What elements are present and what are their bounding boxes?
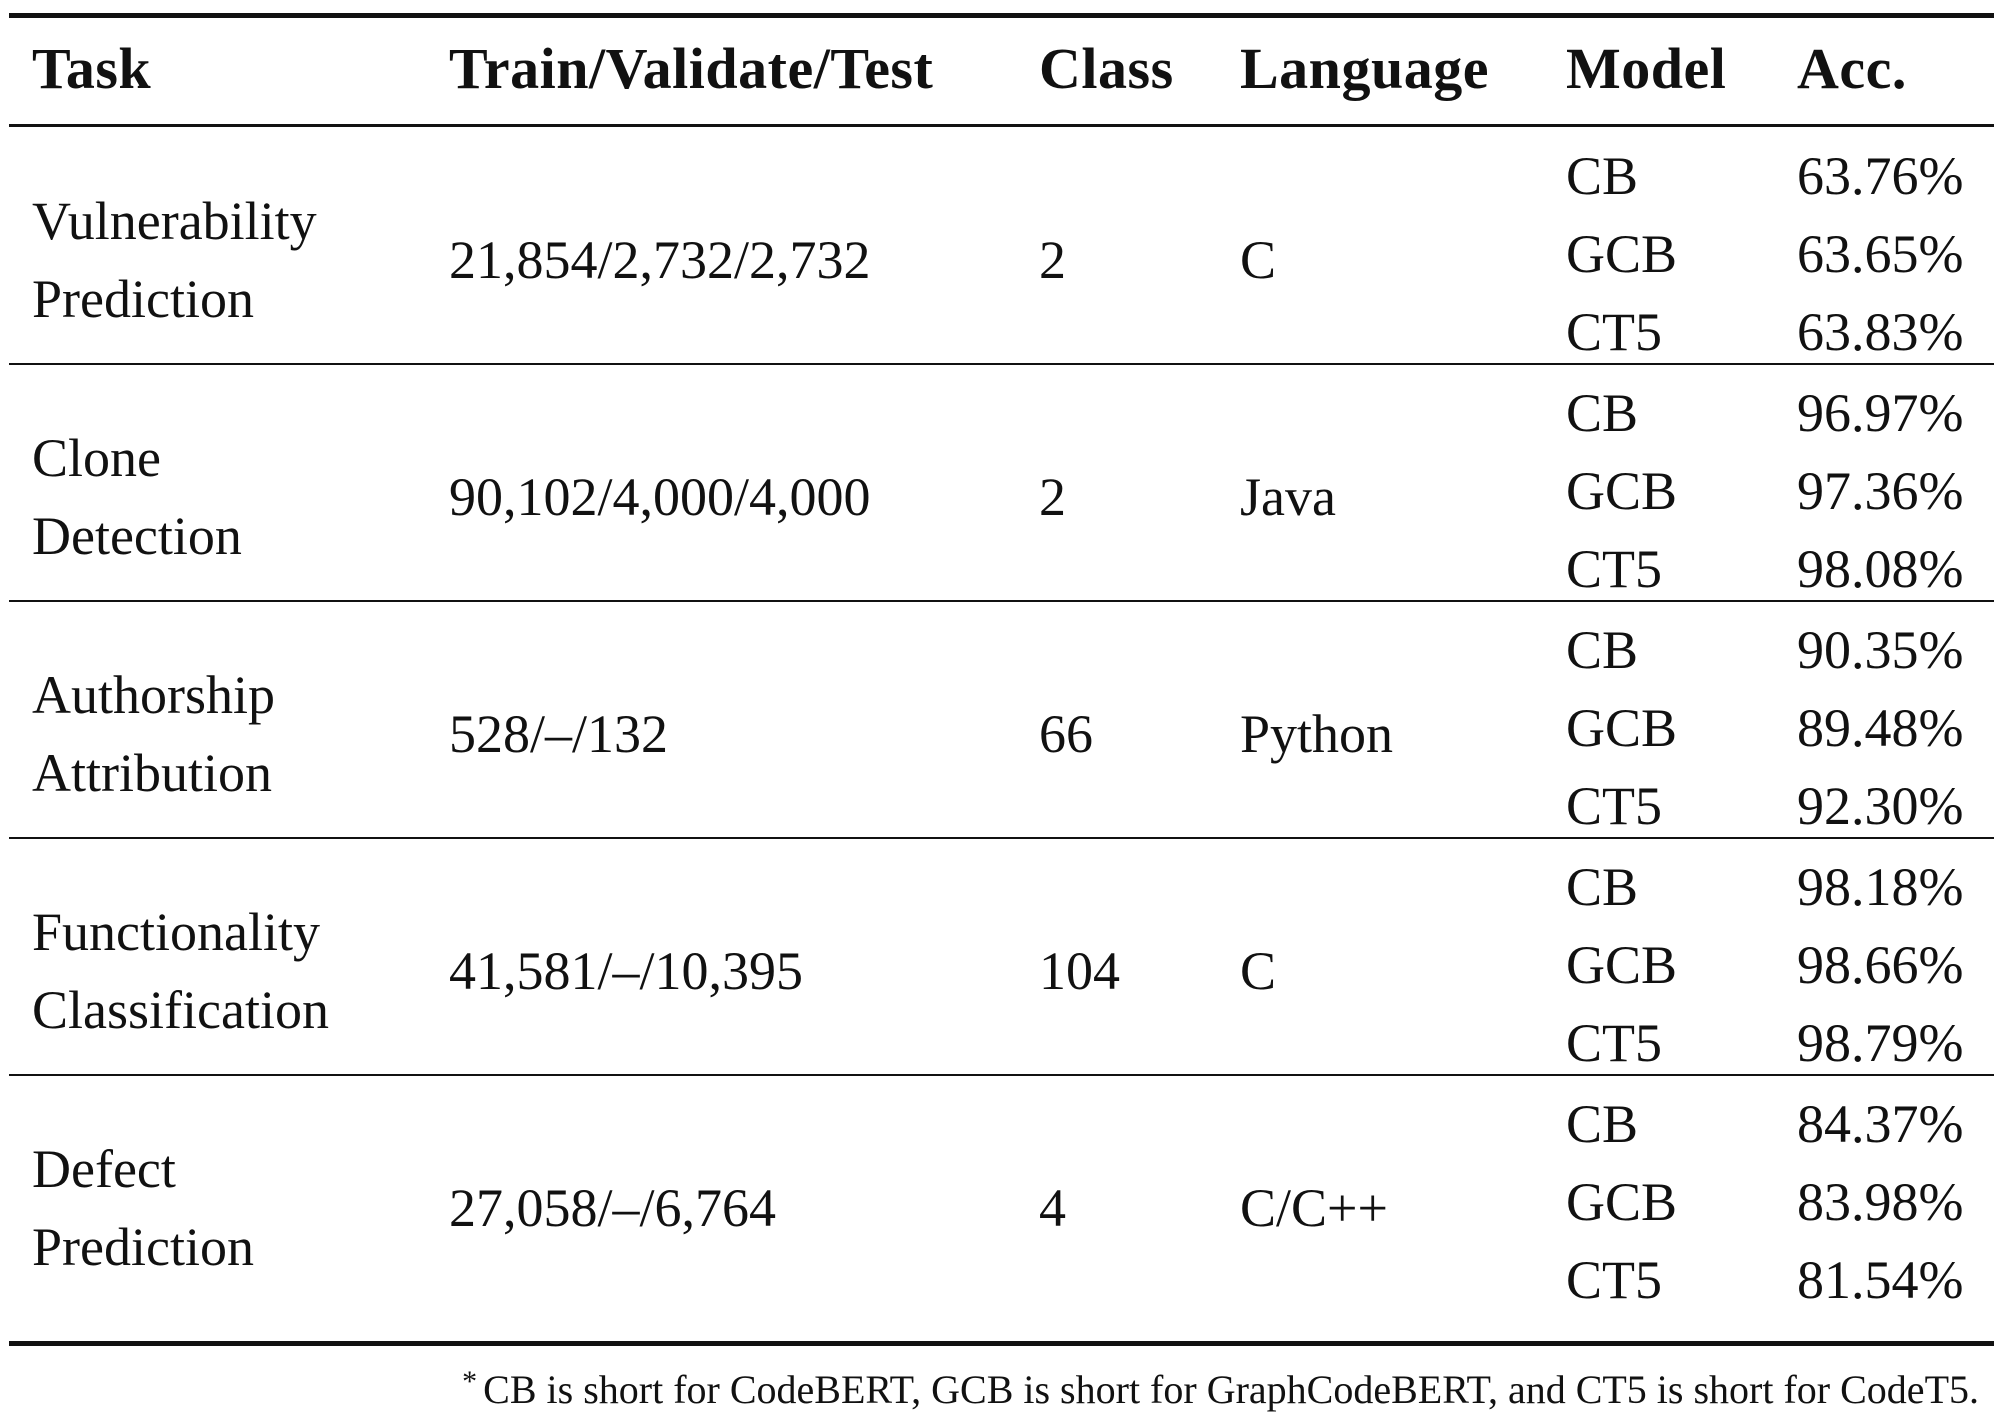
class-cell: 2 (1039, 467, 1066, 527)
header-task: Task (32, 36, 152, 101)
task-cell: Authorship Attribution (32, 656, 275, 812)
class-cell: 66 (1039, 704, 1093, 764)
header-split: Train/Validate/Test (449, 36, 934, 101)
accuracy-cell: 90.35% (1797, 620, 1964, 680)
task-cell: Functionality Classification (32, 893, 329, 1049)
class-cell: 2 (1039, 230, 1066, 290)
header-rule (9, 124, 1994, 127)
header-model: Model (1566, 36, 1727, 101)
model-cell: GCB (1566, 935, 1678, 995)
language-cell: Python (1240, 704, 1394, 764)
accuracy-cell: 98.66% (1797, 935, 1964, 995)
accuracy-cell: 98.08% (1797, 539, 1964, 599)
class-cell: 104 (1039, 941, 1120, 1001)
accuracy-cell: 83.98% (1797, 1172, 1964, 1232)
bottom-rule (9, 1341, 1994, 1346)
model-cell: CB (1566, 620, 1639, 680)
class-cell: 4 (1039, 1178, 1066, 1238)
model-cell: CT5 (1566, 539, 1663, 599)
row-separator (9, 600, 1994, 602)
language-cell: C (1240, 230, 1277, 290)
accuracy-cell: 81.54% (1797, 1250, 1964, 1310)
accuracy-cell: 63.83% (1797, 302, 1964, 362)
language-cell: Java (1240, 467, 1336, 527)
footnote-text: CB is short for CodeBERT, GCB is short f… (483, 1367, 1979, 1412)
table-footnote: * CB is short for CodeBERT, GCB is short … (462, 1356, 1979, 1416)
row-separator (9, 363, 1994, 365)
accuracy-cell: 84.37% (1797, 1094, 1964, 1154)
model-cell: CT5 (1566, 1013, 1663, 1073)
model-cell: CB (1566, 383, 1639, 443)
task-cell: Vulnerability Prediction (32, 182, 317, 338)
task-name-line: Prediction (32, 1217, 254, 1277)
split-cell: 21,854/2,732/2,732 (449, 230, 871, 290)
accuracy-cell: 63.76% (1797, 146, 1964, 206)
task-cell: Defect Prediction (32, 1130, 254, 1286)
language-cell: C/C++ (1240, 1178, 1388, 1238)
model-cell: CB (1566, 146, 1639, 206)
split-cell: 528/–/132 (449, 704, 669, 764)
row-separator (9, 837, 1994, 839)
task-name-line: Functionality (32, 902, 320, 962)
model-cell: CT5 (1566, 1250, 1663, 1310)
model-cell: CT5 (1566, 302, 1663, 362)
header-accuracy: Acc. (1797, 36, 1907, 101)
task-name-line: Prediction (32, 269, 254, 329)
split-cell: 27,058/–/6,764 (449, 1178, 777, 1238)
row-separator (9, 1074, 1994, 1076)
model-cell: GCB (1566, 1172, 1678, 1232)
accuracy-cell: 89.48% (1797, 698, 1964, 758)
model-cell: GCB (1566, 461, 1678, 521)
accuracy-cell: 98.79% (1797, 1013, 1964, 1073)
model-cell: CT5 (1566, 776, 1663, 836)
model-cell: GCB (1566, 224, 1678, 284)
model-cell: CB (1566, 1094, 1639, 1154)
task-name-line: Detection (32, 506, 242, 566)
language-cell: C (1240, 941, 1277, 1001)
accuracy-cell: 63.65% (1797, 224, 1964, 284)
accuracy-cell: 96.97% (1797, 383, 1964, 443)
top-rule (9, 13, 1994, 18)
accuracy-cell: 98.18% (1797, 857, 1964, 917)
model-cell: CB (1566, 857, 1639, 917)
accuracy-cell: 92.30% (1797, 776, 1964, 836)
task-name-line: Vulnerability (32, 191, 317, 251)
model-cell: GCB (1566, 698, 1678, 758)
footnote-marker: * (462, 1365, 478, 1398)
task-cell: Clone Detection (32, 419, 242, 575)
header-class: Class (1039, 36, 1174, 101)
task-name-line: Clone (32, 428, 161, 488)
accuracy-cell: 97.36% (1797, 461, 1964, 521)
task-name-line: Defect (32, 1139, 176, 1199)
split-cell: 41,581/–/10,395 (449, 941, 804, 1001)
task-name-line: Attribution (32, 743, 272, 803)
task-name-line: Authorship (32, 665, 275, 725)
task-name-line: Classification (32, 980, 329, 1040)
header-language: Language (1240, 36, 1489, 101)
split-cell: 90,102/4,000/4,000 (449, 467, 871, 527)
